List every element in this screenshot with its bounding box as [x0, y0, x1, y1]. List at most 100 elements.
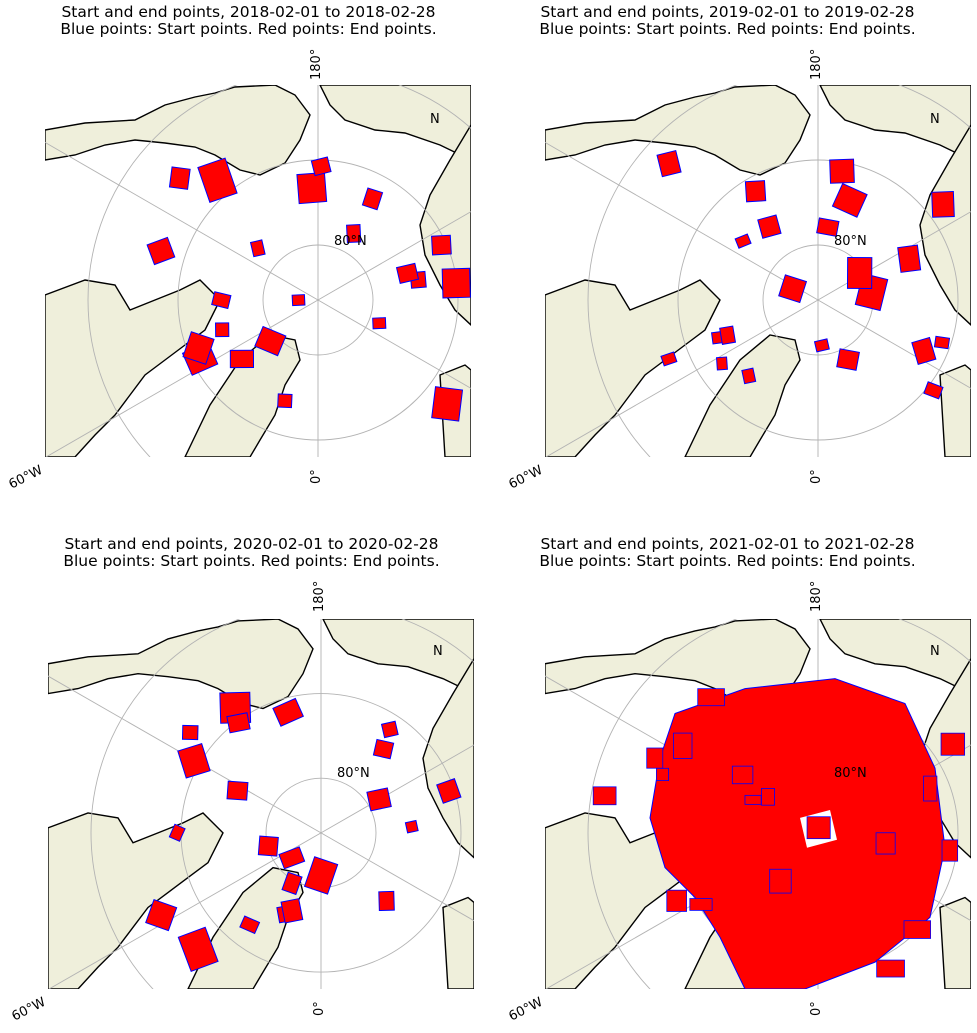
- end-point-patch: [310, 156, 332, 177]
- end-point-patch: [778, 274, 808, 304]
- land-iceland: [939, 896, 971, 989]
- end-point-patch: [911, 336, 937, 365]
- meridian-300: [545, 141, 819, 301]
- meridian-240: [45, 299, 319, 457]
- polar-map: [45, 85, 471, 457]
- end-point-patch: [197, 157, 238, 204]
- end-point-patch: [719, 325, 737, 345]
- land-siberia: [45, 85, 311, 176]
- meridian-120: [320, 832, 474, 922]
- lon-label-0: 0°: [809, 1001, 824, 1016]
- end-point-patch: [757, 214, 782, 239]
- map-canvas: [48, 619, 474, 989]
- meridian-300: [45, 141, 319, 301]
- end-point-patch: [177, 926, 219, 973]
- lon-label-n: N: [433, 644, 443, 659]
- end-point-patch: [660, 351, 678, 367]
- meridian-120: [817, 299, 971, 389]
- lon-label-60w: 60°W: [506, 994, 546, 1025]
- meridian-60: [320, 744, 474, 834]
- end-point-patch: [923, 775, 938, 802]
- end-point-patch: [378, 890, 395, 912]
- polar-map: [545, 85, 971, 457]
- lon-label-180: 180°: [809, 580, 824, 612]
- end-point-patch: [168, 166, 191, 190]
- polar-map: [545, 619, 971, 989]
- meridian-120: [317, 299, 471, 389]
- end-point-patch: [656, 149, 682, 178]
- land-iceland: [442, 896, 474, 989]
- lon-label-180: 180°: [312, 580, 327, 612]
- end-point-patch: [769, 868, 792, 894]
- end-point-patch: [761, 788, 775, 806]
- polar-map: [48, 619, 474, 989]
- title-line2: Blue points: Start points. Red points: E…: [539, 552, 916, 570]
- end-point-patch: [361, 187, 384, 211]
- lat-circle-60n: [587, 619, 971, 989]
- end-point-patch: [923, 381, 944, 400]
- lat-label-80n: 80°N: [834, 766, 867, 781]
- land-beringia: [819, 619, 971, 695]
- end-point-patch: [257, 835, 279, 857]
- end-point-patch: [181, 724, 199, 741]
- title-line1: Start and end points, 2020-02-01 to 2020…: [64, 535, 439, 553]
- end-point-patch: [697, 688, 725, 707]
- end-point-patch: [272, 697, 305, 727]
- end-point-patch: [346, 224, 362, 244]
- lon-label-0: 0°: [309, 469, 324, 484]
- end-point-patch: [933, 335, 951, 350]
- map-canvas: [45, 85, 471, 457]
- meridian-240: [545, 299, 819, 457]
- end-point-patch: [876, 959, 905, 978]
- end-point-patch: [277, 393, 293, 409]
- land-canada: [545, 279, 721, 457]
- end-point-patch: [249, 239, 266, 258]
- title-line2: Blue points: Start points. Red points: E…: [60, 20, 437, 38]
- end-point-patch: [254, 325, 287, 357]
- end-point-patch: [875, 832, 896, 855]
- meridian-60: [817, 211, 971, 301]
- end-point-patch: [303, 856, 339, 895]
- land-greenland: [184, 334, 301, 457]
- lon-label-n: N: [430, 112, 440, 127]
- end-point-patch: [734, 233, 752, 249]
- map-panel-2021: Start and end points, 2021-02-01 to 2021…: [500, 532, 977, 1032]
- end-point-patch: [404, 819, 419, 834]
- end-point-patch: [296, 171, 328, 205]
- end-point-patch: [931, 190, 955, 218]
- map-panel-2020: Start and end points, 2020-02-01 to 2020…: [0, 532, 490, 1032]
- land-greenland: [684, 334, 801, 457]
- land-scand: [919, 123, 971, 326]
- title-line1: Start and end points, 2019-02-01 to 2019…: [540, 3, 915, 21]
- lat-label-80n: 80°N: [337, 766, 370, 781]
- lon-label-0: 0°: [809, 469, 824, 484]
- panel-title: Start and end points, 2018-02-01 to 2018…: [0, 4, 497, 38]
- land-beringia: [819, 85, 971, 161]
- end-point-patch: [229, 349, 255, 369]
- end-point-patch: [656, 767, 670, 781]
- lon-label-n: N: [930, 112, 940, 127]
- title-line2: Blue points: Start points. Red points: E…: [63, 552, 440, 570]
- end-point-patch: [646, 747, 664, 769]
- end-point-patch: [941, 839, 959, 862]
- end-point-patch: [395, 262, 420, 284]
- panel-title: Start and end points, 2021-02-01 to 2021…: [500, 536, 955, 570]
- lon-label-n: N: [930, 644, 940, 659]
- end-point-patch: [281, 871, 303, 896]
- lon-label-180: 180°: [809, 48, 824, 80]
- panel-title: Start and end points, 2019-02-01 to 2019…: [500, 4, 955, 38]
- lat-circle-60n: [90, 619, 474, 989]
- land-canada: [48, 812, 224, 989]
- end-point-patch: [829, 158, 855, 184]
- end-point-patch: [215, 322, 230, 338]
- lon-label-180: 180°: [309, 48, 324, 80]
- lon-label-60w: 60°W: [6, 462, 46, 493]
- meridian-240: [48, 832, 322, 989]
- end-point-patch: [145, 898, 178, 932]
- lat-circle-60n: [587, 85, 971, 457]
- end-point-patch: [168, 823, 186, 842]
- land-beringia: [322, 619, 474, 695]
- land-siberia: [545, 85, 811, 176]
- end-point-patch: [226, 780, 249, 801]
- land-beringia: [319, 85, 471, 161]
